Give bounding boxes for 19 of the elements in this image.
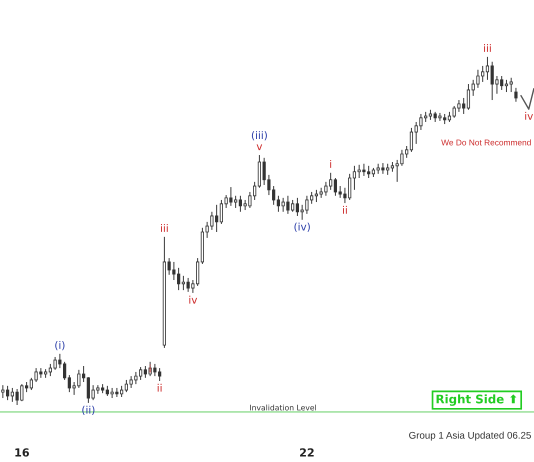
annotation: We Do Not Recommend	[441, 139, 531, 146]
x-tick-label: 22	[300, 448, 314, 456]
x-tick-label: 16	[15, 448, 29, 457]
annotation: iv	[525, 112, 533, 120]
annotation: (i)	[55, 340, 64, 350]
annotation: (iii)	[252, 131, 267, 140]
annotation: i	[150, 364, 151, 373]
candlestick	[514, 87, 518, 102]
annotation: (iv)	[294, 222, 310, 232]
annotation: i	[330, 160, 332, 168]
annotation: iii	[484, 44, 491, 52]
annotation: (ii)	[82, 406, 94, 415]
annotation: Right Side ⬆	[436, 394, 516, 406]
annotation: iv	[189, 296, 198, 304]
annotation: ii	[158, 384, 162, 392]
annotation: ii	[343, 206, 347, 214]
annotation: iii	[161, 224, 168, 232]
annotation: v	[256, 144, 262, 150]
text: Group 1 Asia Updated 06.25	[409, 432, 531, 441]
